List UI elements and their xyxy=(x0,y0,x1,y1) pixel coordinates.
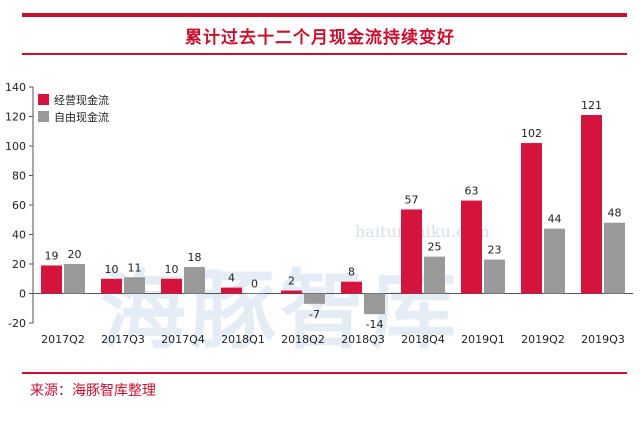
data-label: 23 xyxy=(488,244,502,257)
x-tick-label: 2019Q1 xyxy=(461,333,505,346)
data-label: 102 xyxy=(521,127,542,140)
data-label: 25 xyxy=(428,241,442,254)
y-tick-label: 20 xyxy=(12,258,26,271)
source-note: 来源：海豚智库整理 xyxy=(30,383,156,399)
data-label: -7 xyxy=(309,308,320,321)
data-label: 121 xyxy=(581,99,602,112)
x-tick-label: 2018Q3 xyxy=(341,333,385,346)
bar xyxy=(41,265,62,294)
y-tick-label: 80 xyxy=(12,170,26,183)
bottom-rule xyxy=(22,372,627,374)
legend: 经营现金流 自由现金流 xyxy=(38,91,109,125)
bar xyxy=(484,259,505,294)
y-tick-label: -20 xyxy=(8,317,26,330)
data-label: 20 xyxy=(68,248,82,261)
y-tick-label: 40 xyxy=(12,229,26,242)
data-label: 57 xyxy=(405,193,419,206)
bar xyxy=(221,287,242,294)
y-tick-label: 60 xyxy=(12,199,26,212)
bar xyxy=(184,266,205,294)
bar xyxy=(364,293,385,315)
data-label: -14 xyxy=(366,318,384,331)
data-label: 48 xyxy=(608,207,622,220)
legend-swatch-free xyxy=(38,111,49,122)
bar xyxy=(424,256,445,294)
x-tick-label: 2018Q4 xyxy=(401,333,445,346)
bar xyxy=(461,200,482,294)
legend-item-free: 自由现金流 xyxy=(38,108,109,125)
y-tick-label: 120 xyxy=(5,111,26,124)
title-rule xyxy=(22,53,627,55)
legend-item-operating: 经营现金流 xyxy=(38,91,109,108)
bar xyxy=(161,278,182,294)
data-label: 10 xyxy=(165,263,179,276)
data-label: 11 xyxy=(128,261,142,274)
data-label: 4 xyxy=(228,272,235,285)
x-tick-label: 2018Q1 xyxy=(221,333,265,346)
bar xyxy=(521,143,542,294)
data-label: 0 xyxy=(251,278,258,291)
x-tick-label: 2019Q2 xyxy=(521,333,565,346)
x-tick-label: 2017Q2 xyxy=(41,333,85,346)
bar xyxy=(341,281,362,294)
x-tick-label: 2018Q2 xyxy=(281,333,325,346)
data-label: 18 xyxy=(188,251,202,264)
bar xyxy=(64,264,85,294)
legend-swatch-operating xyxy=(38,94,49,105)
data-label: 19 xyxy=(45,249,59,262)
legend-label-free: 自由现金流 xyxy=(54,110,109,124)
bar xyxy=(401,209,422,294)
bar xyxy=(124,277,145,294)
watermark-url: haitunzhiku.com xyxy=(355,222,490,241)
bar xyxy=(281,290,302,294)
data-label: 44 xyxy=(548,213,562,226)
x-tick-label: 2019Q3 xyxy=(581,333,625,346)
data-label: 8 xyxy=(348,266,355,279)
bar xyxy=(604,222,625,294)
bar xyxy=(244,293,265,294)
watermark-text: 海豚智库 xyxy=(100,261,460,361)
data-label: 2 xyxy=(288,275,295,288)
x-tick-label: 2017Q3 xyxy=(101,333,145,346)
chart-title: 累计过去十二个月现金流持续变好 xyxy=(185,28,455,48)
data-label: 10 xyxy=(105,263,119,276)
x-tick-label: 2017Q4 xyxy=(161,333,205,346)
bar xyxy=(581,115,602,294)
legend-label-operating: 经营现金流 xyxy=(54,93,109,107)
y-tick-label: 140 xyxy=(5,81,26,94)
bar xyxy=(304,293,325,304)
y-tick-label: 0 xyxy=(19,288,26,301)
bar xyxy=(544,228,565,294)
data-label: 63 xyxy=(465,185,479,198)
y-tick-label: 100 xyxy=(5,140,26,153)
bar xyxy=(101,278,122,294)
top-rule xyxy=(22,13,627,17)
